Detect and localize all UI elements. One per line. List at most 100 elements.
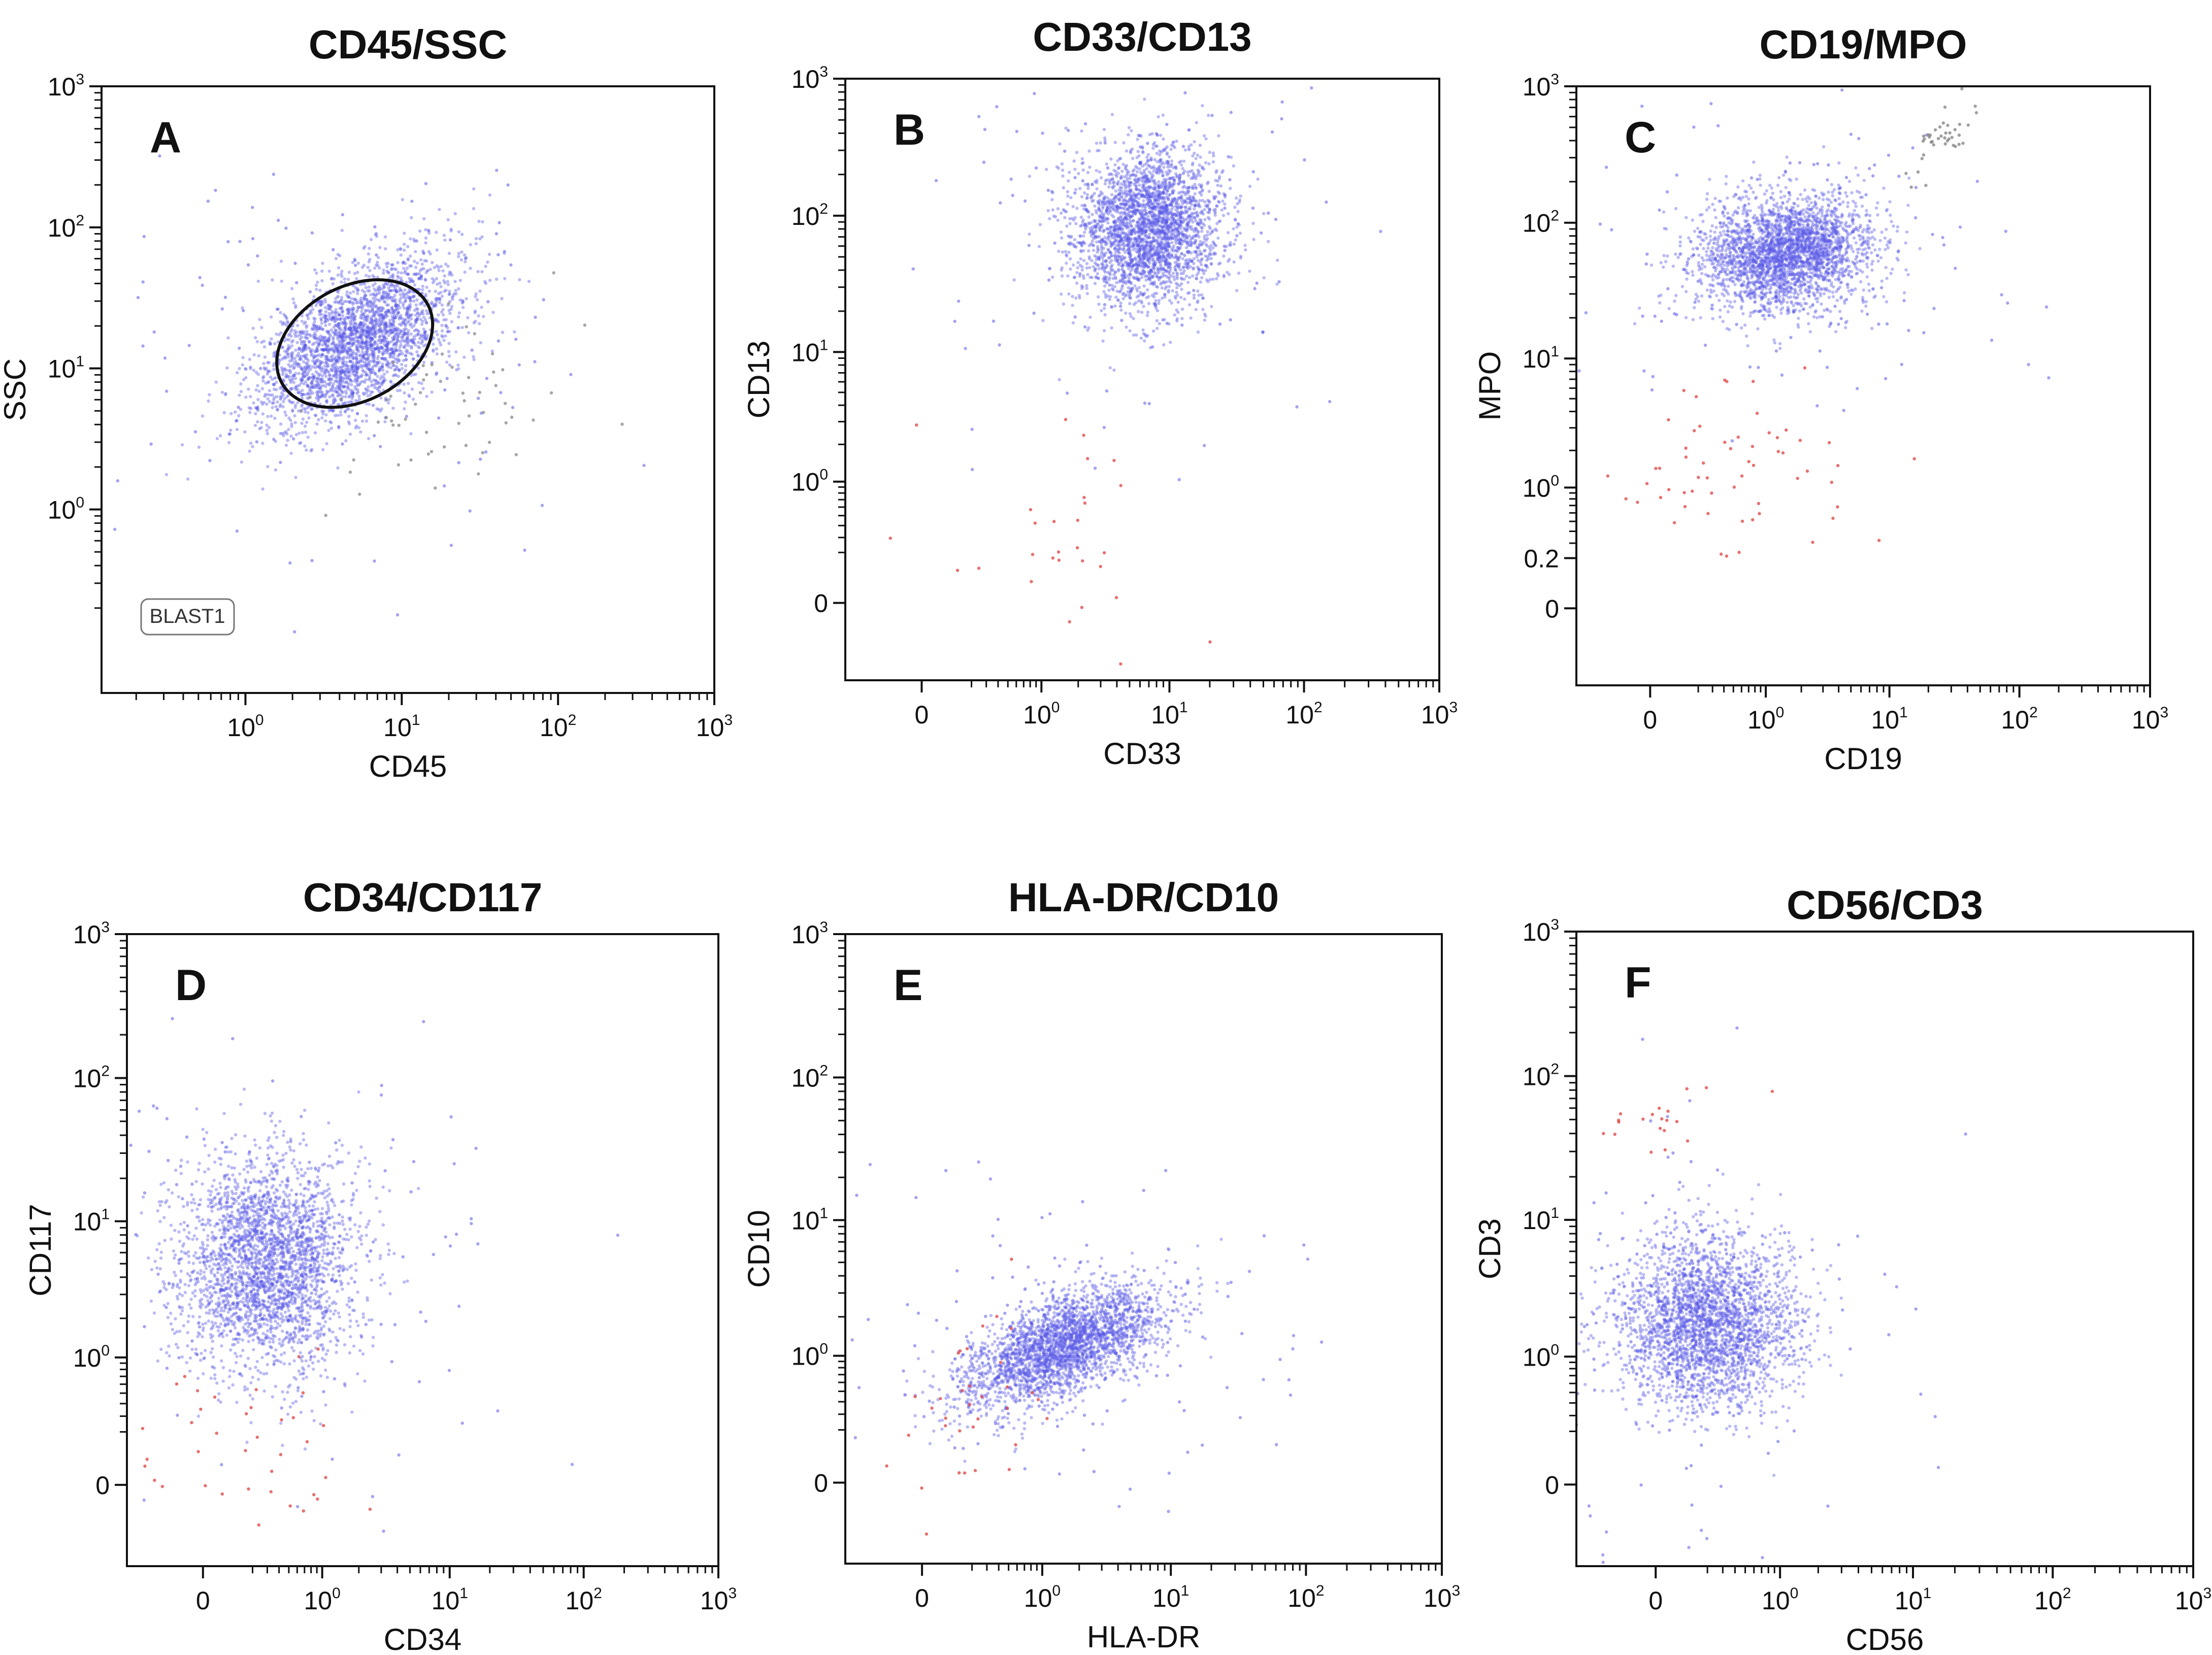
data-point [421, 309, 424, 313]
data-point [464, 257, 468, 260]
data-point [1185, 258, 1188, 261]
data-point [300, 381, 303, 385]
data-point [435, 277, 439, 280]
data-point [319, 384, 323, 388]
data-point [338, 379, 342, 383]
data-point [317, 377, 321, 381]
data-point [396, 261, 400, 264]
data-point [1048, 267, 1052, 270]
data-point [347, 395, 351, 399]
data-point [339, 393, 342, 396]
data-point [386, 362, 389, 366]
data-point [333, 348, 336, 352]
data-point [427, 289, 431, 293]
data-point [377, 349, 381, 353]
data-point [331, 357, 335, 361]
data-point [314, 370, 318, 374]
data-point [342, 384, 346, 388]
data-point [404, 296, 408, 300]
data-point [253, 423, 257, 427]
data-point [361, 354, 365, 358]
data-point [456, 326, 460, 330]
data-point [376, 361, 379, 365]
data-point [424, 338, 427, 341]
data-point [397, 368, 401, 372]
data-point [341, 338, 345, 342]
data-point [288, 371, 292, 375]
data-point [373, 434, 376, 438]
data-point [303, 342, 306, 346]
data-point [369, 321, 373, 324]
data-point [384, 247, 387, 251]
data-point [1079, 257, 1082, 261]
data-point [338, 330, 342, 335]
data-point [343, 349, 347, 353]
data-point [409, 279, 413, 283]
data-point [344, 345, 347, 348]
data-point [1180, 287, 1183, 291]
data-point [293, 356, 297, 360]
data-point [266, 415, 270, 418]
data-point [141, 280, 145, 284]
data-point [1134, 301, 1138, 305]
data-point [261, 487, 265, 491]
data-point [401, 335, 405, 339]
data-point [418, 346, 421, 350]
data-point [378, 368, 381, 372]
data-point [165, 389, 169, 393]
data-point [364, 373, 368, 377]
data-point [319, 312, 323, 316]
data-point [1104, 179, 1107, 183]
data-point [1072, 263, 1075, 267]
data-point [304, 407, 308, 411]
data-point [262, 401, 266, 405]
data-point [1133, 284, 1137, 288]
data-point [272, 401, 275, 405]
data-point [1137, 310, 1140, 313]
data-point [240, 460, 244, 464]
data-point [141, 344, 145, 348]
data-point [371, 352, 374, 355]
data-point [383, 235, 387, 239]
data-point [290, 424, 293, 428]
data-point [305, 337, 308, 340]
data-point [323, 297, 327, 302]
data-point [378, 335, 381, 339]
data-point [461, 300, 465, 304]
data-point [354, 329, 358, 334]
data-point [1222, 275, 1226, 279]
data-point [323, 320, 327, 324]
data-point [323, 372, 326, 376]
data-point [457, 255, 460, 258]
data-point [384, 321, 388, 324]
data-point [418, 391, 422, 394]
data-point [275, 381, 278, 384]
data-point [325, 401, 329, 404]
data-point [1214, 277, 1218, 281]
data-point [332, 409, 336, 412]
gate-label[interactable]: BLAST1 [140, 598, 235, 636]
data-point [351, 391, 355, 395]
data-point [350, 344, 353, 347]
data-point [1193, 207, 1196, 211]
data-point [235, 529, 239, 533]
data-point [416, 341, 420, 344]
data-point [479, 341, 482, 345]
data-point [394, 344, 398, 347]
data-point [474, 319, 477, 323]
data-point [247, 406, 251, 410]
data-point [219, 434, 222, 438]
data-point [447, 350, 451, 353]
data-point [329, 421, 333, 424]
data-point [388, 318, 392, 322]
data-point [379, 341, 382, 345]
data-point [285, 350, 288, 354]
data-point [355, 384, 359, 387]
data-point [265, 402, 269, 406]
data-point [485, 377, 488, 380]
data-point [405, 267, 409, 270]
data-point [1112, 169, 1116, 172]
data-point [364, 293, 368, 297]
data-point [304, 393, 308, 396]
data-point [324, 310, 328, 314]
